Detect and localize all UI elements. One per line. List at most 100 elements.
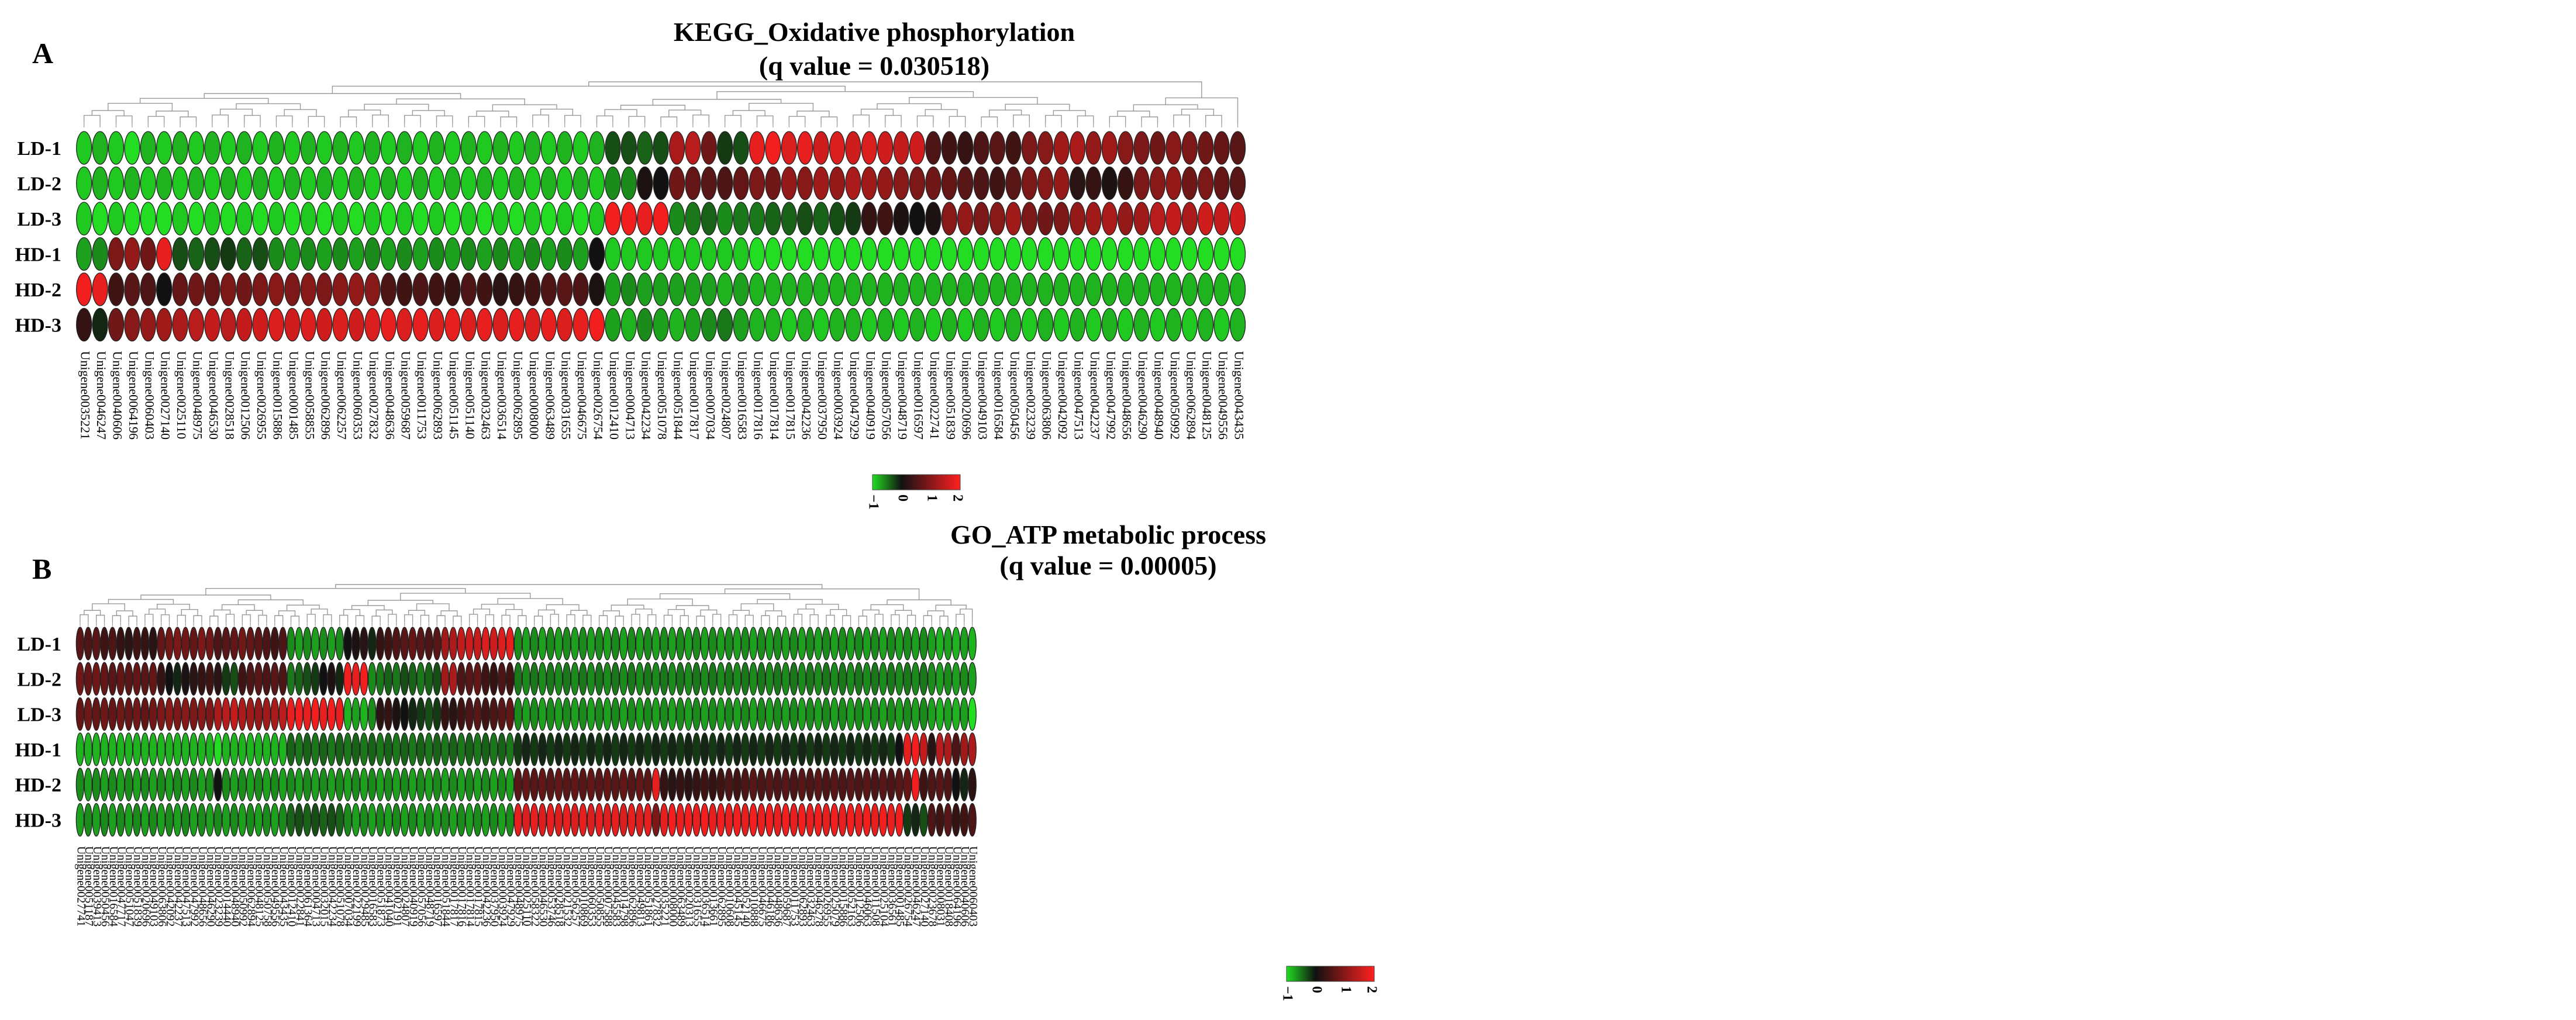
- heatmap-cell: [637, 202, 653, 236]
- heatmap-cell: [951, 697, 961, 731]
- heatmap-cell: [343, 803, 352, 837]
- heatmap-cell: [540, 166, 557, 200]
- heatmap-cell: [457, 767, 466, 801]
- heatmap-cell: [619, 803, 628, 837]
- heatmap-cell: [781, 166, 797, 200]
- heatmap-cell: [316, 307, 333, 342]
- heatmap-cell: [951, 627, 961, 661]
- heatmap-cell: [262, 697, 271, 731]
- heatmap-cell: [124, 803, 133, 837]
- heatmap-cell: [757, 732, 766, 766]
- heatmap-cell: [149, 627, 158, 661]
- heatmap-cell: [132, 662, 142, 696]
- heatmap-cell: [360, 697, 368, 731]
- color-legend-bar: [1286, 966, 1375, 982]
- heatmap-cell: [213, 662, 222, 696]
- heatmap-cell: [822, 627, 831, 661]
- heatmap-cell: [473, 662, 482, 696]
- heatmap-cell: [132, 627, 142, 661]
- heatmap-cell: [957, 202, 974, 236]
- column-label: Unigene0017815: [472, 846, 485, 927]
- heatmap-cell: [246, 732, 255, 766]
- heatmap-cell: [701, 131, 717, 165]
- heatmap-cell: [140, 767, 150, 801]
- heatmap-cell: [368, 732, 377, 766]
- heatmap-cell: [797, 237, 813, 271]
- column-label: Unigene0028518: [222, 351, 237, 440]
- heatmap-cell: [300, 166, 316, 200]
- heatmap-cell: [392, 732, 401, 766]
- dendrogram-branch: [550, 614, 559, 621]
- heatmap-cell: [893, 272, 909, 306]
- heatmap-cell: [108, 662, 117, 696]
- heatmap-cell: [1005, 166, 1022, 200]
- column-label: Unigene0027832: [650, 846, 663, 927]
- heatmap-cell: [530, 697, 539, 731]
- heatmap-cell: [546, 627, 555, 661]
- column-label: Unigene0026754: [591, 351, 605, 440]
- heatmap-cell: [348, 131, 365, 165]
- heatmap-cell: [789, 803, 798, 837]
- heatmap-cell: [557, 131, 573, 165]
- heatmap-cell: [262, 662, 271, 696]
- column-label: Unigene0050992: [1168, 351, 1182, 440]
- heatmap-cell: [863, 627, 871, 661]
- heatmap-cell: [887, 732, 896, 766]
- column-label: Unigene0042236: [480, 846, 493, 927]
- heatmap-cell: [262, 732, 271, 766]
- heatmap-cell: [489, 662, 498, 696]
- column-label: Unigene0062896: [319, 351, 333, 440]
- heatmap-cell: [1021, 202, 1037, 236]
- heatmap-cell: [525, 307, 541, 342]
- dendrogram-branch: [1005, 103, 1070, 111]
- heatmap-cell: [557, 237, 573, 271]
- heatmap-cell: [562, 697, 571, 731]
- dendrogram-branch: [564, 115, 581, 123]
- heatmap-cell: [530, 803, 539, 837]
- column-label: Unigene0047992: [1103, 351, 1118, 440]
- heatmap-cell: [522, 803, 531, 837]
- heatmap-cell: [92, 697, 101, 731]
- heatmap-cell: [360, 803, 368, 837]
- heatmap-cell: [165, 627, 174, 661]
- heatmap-cell: [668, 662, 677, 696]
- dendrogram-branch: [290, 616, 300, 621]
- heatmap-cell: [140, 627, 150, 661]
- heatmap-cell: [522, 662, 531, 696]
- row-label: HD-3: [15, 315, 61, 337]
- heatmap-cell: [863, 697, 871, 731]
- heatmap-cell: [108, 697, 117, 731]
- heatmap-cell: [1165, 131, 1182, 165]
- heatmap-cell: [854, 697, 863, 731]
- dendrogram-branch: [177, 614, 186, 621]
- heatmap-cell: [578, 697, 588, 731]
- dendrogram-branch: [797, 608, 815, 615]
- heatmap-cell: [863, 662, 871, 696]
- legend-tick-label: 2: [1364, 986, 1379, 993]
- dendrogram-branch: [756, 115, 774, 123]
- column-label: Unigene0060403: [967, 846, 980, 927]
- heatmap-cell: [725, 803, 733, 837]
- column-label: Unigene0046278: [813, 846, 826, 927]
- heatmap-cell: [909, 131, 926, 165]
- heatmap-cell: [156, 202, 173, 236]
- heatmap-cell: [588, 166, 605, 200]
- heatmap-cell: [432, 732, 442, 766]
- heatmap-cell: [1165, 202, 1182, 236]
- column-label: Unigene0026955: [254, 351, 269, 440]
- heatmap-cell: [1213, 166, 1230, 200]
- column-label: Unigene0017817: [687, 351, 702, 440]
- heatmap-cell: [611, 697, 620, 731]
- dendrogram-branch: [1165, 97, 1239, 123]
- column-label: Unigene0017814: [464, 846, 477, 927]
- column-label: Unigene0029485: [358, 846, 371, 927]
- heatmap-cell: [943, 732, 953, 766]
- heatmap-cell: [708, 662, 718, 696]
- heatmap-cell: [773, 627, 782, 661]
- heatmap-cell: [384, 803, 393, 837]
- heatmap-cell: [465, 662, 474, 696]
- heatmap-cell: [262, 627, 271, 661]
- color-legend-bar: [872, 474, 961, 490]
- column-label: Unigene0047929: [504, 846, 517, 927]
- heatmap-cell: [508, 202, 525, 236]
